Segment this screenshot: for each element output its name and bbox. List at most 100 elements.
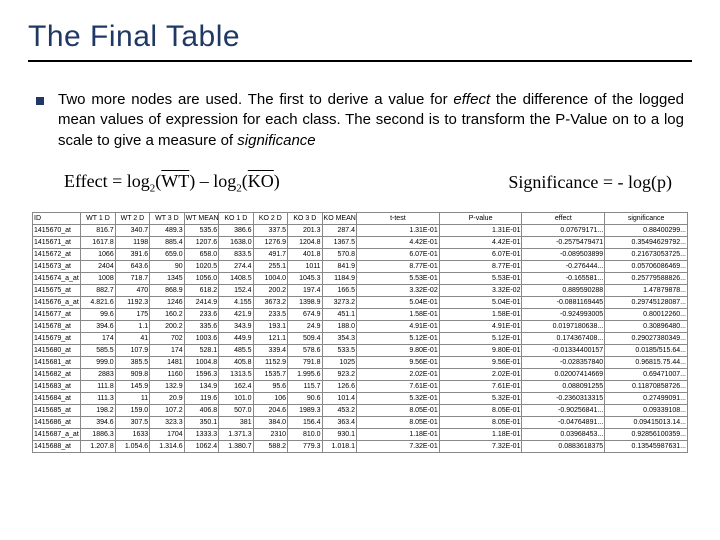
table-cell: 1020.5 [184, 261, 218, 273]
body-paragraph: Two more nodes are used. The first to de… [58, 90, 684, 151]
table-cell: 1.58E-01 [439, 309, 522, 321]
table-cell: 570.8 [322, 249, 356, 261]
table-cell: 1066 [81, 249, 115, 261]
table-cell: 533.5 [322, 345, 356, 357]
table-header-row: IDWT 1 DWT 2 DWT 3 DWT MEANKO 1 DKO 2 DK… [33, 213, 688, 225]
table-cell: 394.6 [81, 417, 115, 429]
table-cell: 6.07E-01 [439, 249, 522, 261]
table-cell: 384.0 [253, 417, 287, 429]
table-cell: 406.8 [184, 405, 218, 417]
table-row: 1415681_at999.0385.514811004.8405.81152.… [33, 357, 688, 369]
table-cell: 0.05706086469... [605, 261, 688, 273]
table-cell: -0.028357840 [522, 357, 605, 369]
table-cell: 159.0 [115, 405, 149, 417]
table-cell: 5.53E-01 [439, 273, 522, 285]
table-cell: 0.88400299... [605, 225, 688, 237]
table-cell: 1415675_at [33, 285, 81, 297]
table-cell: 507.0 [219, 405, 253, 417]
table-cell: 1276.9 [253, 237, 287, 249]
table-cell: 354.3 [322, 333, 356, 345]
table-cell: 882.7 [81, 285, 115, 297]
table-cell: 9.80E-01 [357, 345, 440, 357]
table-cell: 1.18E-01 [357, 429, 440, 441]
table-row: 1415677_at99.6175160.2233.6421.9233.5674… [33, 309, 688, 321]
table-cell: 335.6 [184, 321, 218, 333]
table-cell: 7.32E-01 [357, 441, 440, 453]
table-cell: 385.5 [115, 357, 149, 369]
table-cell: 0.29745128087... [605, 297, 688, 309]
table-row: 1415679_at174417021003.6449.9121.1509.43… [33, 333, 688, 345]
table-cell: 1160 [150, 369, 184, 381]
table-cell: 343.9 [219, 321, 253, 333]
table-cell: 4.42E-01 [439, 237, 522, 249]
table-cell: 833.5 [219, 249, 253, 261]
table-cell: 1192.3 [115, 297, 149, 309]
table-cell: 121.1 [253, 333, 287, 345]
table-cell: 3273.2 [322, 297, 356, 309]
table-cell: 1415671_at [33, 237, 81, 249]
table-cell: 0.03968453... [522, 429, 605, 441]
table-cell: 193.1 [253, 321, 287, 333]
table-cell: 1535.7 [253, 369, 287, 381]
table-header-cell: WT 2 D [115, 213, 149, 225]
table-header-cell: significance [605, 213, 688, 225]
page-title: The Final Table [28, 20, 692, 62]
table-cell: 107.9 [115, 345, 149, 357]
table-cell: 90 [150, 261, 184, 273]
table-cell: -0.90256841... [522, 405, 605, 417]
table-header-cell: WT 1 D [81, 213, 115, 225]
table-cell: 106 [253, 393, 287, 405]
table-cell: 119.6 [184, 393, 218, 405]
table-cell: 0.09415013.14... [605, 417, 688, 429]
table-cell: 1415687_a_at [33, 429, 81, 441]
table-cell: 421.9 [219, 309, 253, 321]
table-cell: 7.61E-01 [357, 381, 440, 393]
table-cell: 841.9 [322, 261, 356, 273]
table-cell: 1.314.6 [150, 441, 184, 453]
table-cell: -0.01334400157 [522, 345, 605, 357]
table-row: 1415676_a_at4.821.61192.312462414.94.155… [33, 297, 688, 309]
table-cell: 175 [115, 309, 149, 321]
table-cell: 152.4 [219, 285, 253, 297]
table-cell: 5.04E-01 [439, 297, 522, 309]
table-cell: 1062.4 [184, 441, 218, 453]
table-cell: 0.13545987631... [605, 441, 688, 453]
square-bullet-icon [36, 97, 44, 105]
table-cell: 1415677_at [33, 309, 81, 321]
table-cell: 1415678_at [33, 321, 81, 333]
table-cell: 0.11870858726... [605, 381, 688, 393]
table-cell: 145.9 [115, 381, 149, 393]
table-cell: -0.2575479471 [522, 237, 605, 249]
table-cell: 8.05E-01 [439, 417, 522, 429]
table-cell: 1.58E-01 [357, 309, 440, 321]
table-cell: 659.0 [150, 249, 184, 261]
table-cell: 233.6 [184, 309, 218, 321]
table-cell: 11 [115, 393, 149, 405]
table-cell: 132.9 [150, 381, 184, 393]
table-cell: 1415676_a_at [33, 297, 81, 309]
table-cell: 5.12E-01 [439, 333, 522, 345]
table-cell: 658.0 [184, 249, 218, 261]
table-cell: 453.2 [322, 405, 356, 417]
table-cell: 1.995.6 [288, 369, 322, 381]
table-cell: 41 [115, 333, 149, 345]
table-cell: 1633 [115, 429, 149, 441]
table-cell: 1415683_at [33, 381, 81, 393]
table-cell: 528.1 [184, 345, 218, 357]
table-cell: 8.77E-01 [357, 261, 440, 273]
table-cell: 200.2 [150, 321, 184, 333]
table-cell: 126.6 [322, 381, 356, 393]
table-cell: 101.0 [219, 393, 253, 405]
table-cell: 287.4 [322, 225, 356, 237]
table-cell: 0.07679171... [522, 225, 605, 237]
table-cell: 1886.3 [81, 429, 115, 441]
table-cell: 585.5 [81, 345, 115, 357]
table-cell: 2.02E-01 [357, 369, 440, 381]
table-cell: 255.1 [253, 261, 287, 273]
table-cell: 702 [150, 333, 184, 345]
table-cell: 1198 [115, 237, 149, 249]
table-cell: 90.6 [288, 393, 322, 405]
table-cell: 5.53E-01 [357, 273, 440, 285]
table-row: 1415684_at111.31120.9119.6101.010690.610… [33, 393, 688, 405]
table-cell: 1.31E-01 [439, 225, 522, 237]
